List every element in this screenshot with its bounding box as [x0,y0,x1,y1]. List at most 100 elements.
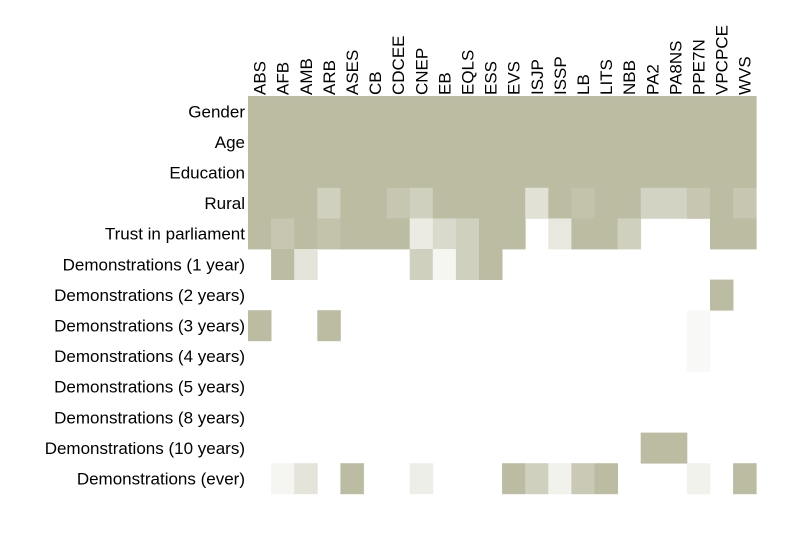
heatmap-cell [502,157,526,189]
heatmap-cell [571,218,595,250]
heatmap-cell [479,126,503,158]
column-label: CDCEE [389,35,408,95]
row-label: Demonstrations (1 year) [63,255,245,274]
heatmap-cell [710,279,734,311]
heatmap-cell [594,187,618,219]
heatmap-cell [686,96,711,127]
heatmap-cell [640,187,665,219]
heatmap-cell [248,126,272,158]
heatmap-cell [455,126,480,158]
heatmap-cell [317,187,341,219]
heatmap-cell [710,157,734,189]
heatmap-cell [548,157,572,189]
heatmap-cell [479,187,503,219]
heatmap-cell [571,96,595,127]
heatmap-cell [525,157,549,189]
heatmap-cell [317,218,341,250]
column-label: WVS [736,56,755,95]
heatmap-cell [432,157,457,189]
column-label: EVS [505,61,524,95]
row-label: Education [169,164,245,183]
column-label: CB [366,71,385,95]
heatmap-cell [386,157,411,189]
heatmap-cell [571,157,595,189]
heatmap-cell [617,218,642,250]
heatmap-cell [594,157,618,189]
heatmap-cell [640,157,665,189]
heatmap-cell [640,96,665,127]
heatmap-cell [340,218,364,250]
heatmap-cell [548,218,572,250]
column-label: LITS [597,59,616,95]
heatmap-cell [617,157,642,189]
column-label: EQLS [458,50,477,95]
heatmap-cell [248,157,272,189]
heatmap-cell [248,96,272,127]
heatmap-cell [340,463,364,495]
row-label: Trust in parliament [105,225,245,244]
heatmap-cell [479,96,503,127]
heatmap-cell [363,157,387,189]
heatmap-cell [271,187,295,219]
heatmap-cell [432,249,457,280]
column-label: ISSP [551,56,570,95]
heatmap-cell [686,310,711,342]
heatmap-cell [733,187,757,219]
heatmap-cell [479,249,503,280]
heatmap-cell [271,218,295,250]
heatmap-cell [432,126,457,158]
column-label: ABS [251,61,270,95]
heatmap-cell [409,96,434,127]
heatmap-cell [525,126,549,158]
heatmap-cell [686,187,711,219]
heatmap-cell [733,96,757,127]
heatmap-cell [271,463,295,495]
heatmap-cell [710,218,734,250]
column-label: NBB [620,60,639,95]
heatmap-cell [363,126,387,158]
heatmap-cell [617,126,642,158]
heatmap-cell [248,310,272,342]
heatmap-cell [525,96,549,127]
heatmap-cell [455,249,480,280]
heatmap-cell [594,463,618,495]
heatmap-cell [271,96,295,127]
heatmap-cell [571,126,595,158]
heatmap-cell [663,157,688,189]
heatmap-cell [409,126,434,158]
heatmap-cell [548,96,572,127]
heatmap-cell [733,218,757,250]
heatmap-cell [686,126,711,158]
heatmap-cell [502,218,526,250]
heatmap-cell [663,432,688,464]
column-label: PA8NS [666,41,685,96]
heatmap-cell [455,187,480,219]
row-label: Demonstrations (3 years) [54,317,245,336]
heatmap-cell [409,249,434,280]
heatmap-cell [317,96,341,127]
heatmap-cell [663,187,688,219]
column-label: ISJP [528,59,547,95]
row-label: Age [215,133,245,152]
heatmap-cell [594,126,618,158]
heatmap-cell [294,249,318,280]
column-label: ASES [343,50,362,95]
row-label: Demonstrations (8 years) [54,408,245,427]
heatmap-cell [617,96,642,127]
column-label: LB [574,74,593,95]
heatmap-cell [686,340,711,372]
heatmap-cell [663,96,688,127]
heatmap-cell [409,218,434,250]
heatmap-cell [294,157,318,189]
heatmap-cell [548,126,572,158]
heatmap-cell [686,463,711,495]
heatmap-cell [525,463,549,495]
row-label: Gender [188,102,245,121]
heatmap-cell [479,157,503,189]
heatmap-cell [363,187,387,219]
heatmap-cell [271,126,295,158]
heatmap-cell [571,187,595,219]
heatmap-cell [248,187,272,219]
heatmap-cell [525,187,549,219]
